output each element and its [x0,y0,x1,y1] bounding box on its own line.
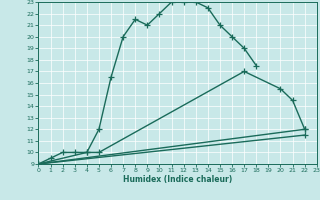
X-axis label: Humidex (Indice chaleur): Humidex (Indice chaleur) [123,175,232,184]
